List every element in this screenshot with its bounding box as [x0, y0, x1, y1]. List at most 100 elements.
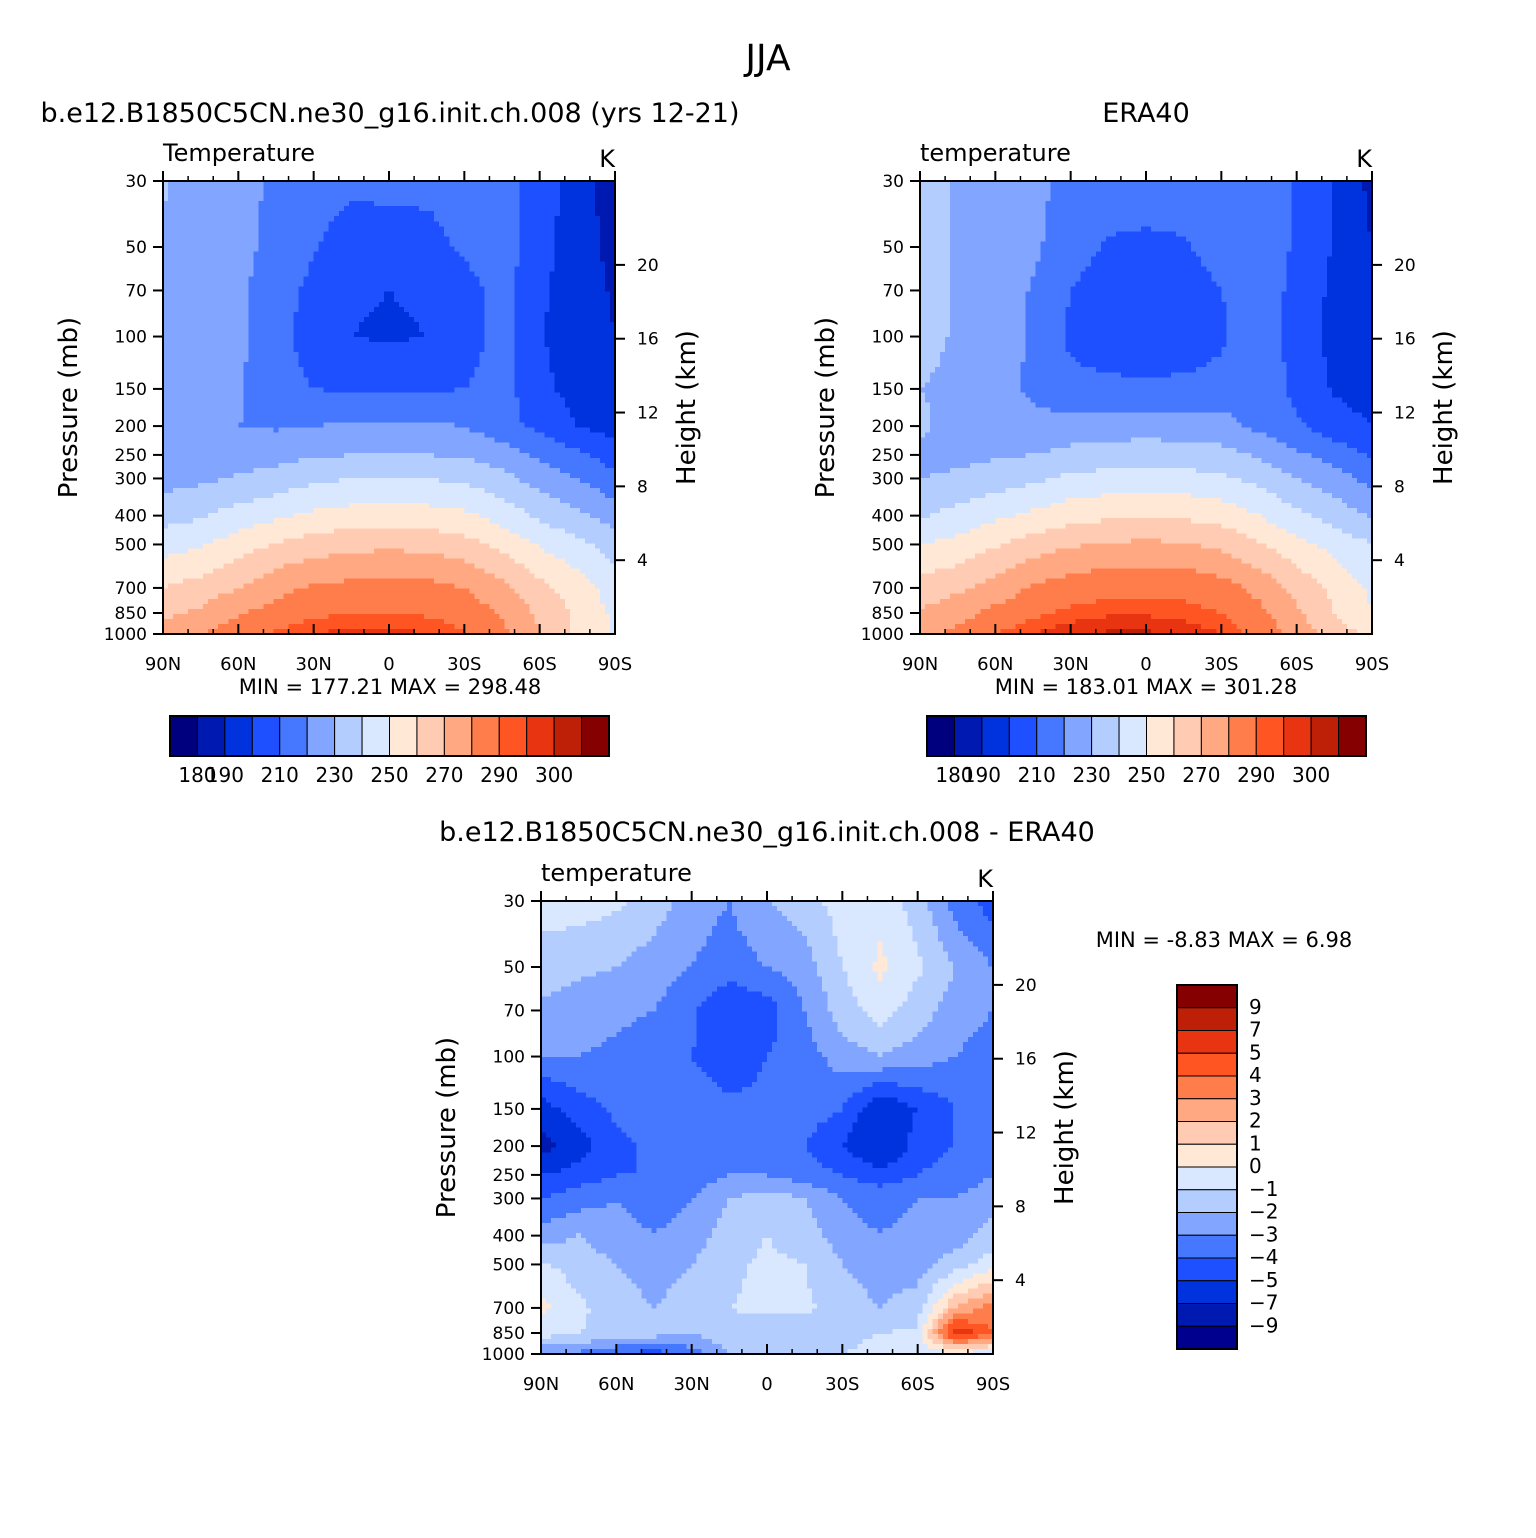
field-cell — [394, 387, 400, 393]
field-cell — [449, 226, 455, 232]
field-cell — [489, 433, 495, 439]
field-cell — [489, 397, 495, 403]
field-cell — [505, 433, 511, 439]
field-cell — [555, 402, 561, 408]
field-cell — [188, 347, 194, 353]
field-cell — [344, 206, 350, 212]
field-cell — [183, 362, 189, 368]
field-cell — [479, 342, 485, 348]
field-cell — [268, 241, 274, 247]
field-cell — [525, 332, 531, 338]
field-cell — [168, 438, 174, 444]
field-cell — [409, 322, 415, 328]
field-cell — [198, 201, 204, 207]
field-cell — [545, 453, 551, 459]
field-cell — [168, 292, 174, 298]
field-cell — [379, 282, 385, 288]
field-cell — [299, 367, 305, 373]
field-cell — [314, 448, 320, 454]
field-cell — [218, 282, 224, 288]
field-cell — [525, 211, 531, 217]
field-cell — [364, 402, 370, 408]
field-cell — [359, 297, 365, 303]
field-cell — [188, 211, 194, 217]
field-cell — [344, 392, 350, 398]
field-cell — [173, 438, 179, 444]
field-cell — [479, 221, 485, 227]
field-cell — [424, 367, 430, 373]
field-cell — [309, 322, 315, 328]
field-cell — [389, 347, 395, 353]
field-cell — [394, 327, 400, 333]
field-cell — [334, 367, 340, 373]
field-cell — [590, 307, 596, 313]
field-cell — [575, 221, 581, 227]
field-cell — [389, 206, 395, 212]
field-cell — [243, 267, 249, 273]
field-cell — [369, 347, 375, 353]
field-cell — [324, 448, 330, 454]
field-cell — [505, 357, 511, 363]
field-cell — [424, 317, 430, 323]
field-cell — [565, 433, 571, 439]
field-cell — [409, 257, 415, 263]
field-cell — [520, 236, 526, 242]
field-cell — [555, 428, 561, 434]
field-cell — [354, 458, 360, 464]
field-cell — [314, 302, 320, 308]
field-cell — [540, 231, 546, 237]
field-cell — [208, 453, 214, 459]
field-cell — [183, 332, 189, 338]
field-cell — [605, 322, 611, 328]
field-cell — [198, 413, 204, 419]
field-cell — [384, 277, 390, 283]
field-cell — [585, 251, 591, 257]
field-cell — [248, 216, 254, 222]
field-cell — [213, 372, 219, 378]
field-cell — [595, 433, 601, 439]
field-cell — [178, 226, 184, 232]
field-cell — [494, 448, 500, 454]
field-cell — [464, 201, 470, 207]
field-cell — [595, 196, 601, 202]
field-cell — [489, 448, 495, 454]
field-cell — [565, 362, 571, 368]
field-cell — [444, 241, 450, 247]
field-cell — [394, 438, 400, 444]
field-cell — [449, 367, 455, 373]
field-cell — [530, 196, 536, 202]
field-cell — [309, 342, 315, 348]
field-cell — [505, 418, 511, 424]
field-cell — [228, 292, 234, 298]
field-cell — [580, 297, 586, 303]
field-cell — [409, 201, 415, 207]
field-cell — [595, 423, 601, 429]
field-cell — [580, 216, 586, 222]
field-cell — [434, 382, 440, 388]
field-cell — [540, 226, 546, 232]
field-cell — [299, 332, 305, 338]
field-cell — [324, 201, 330, 207]
field-cell — [329, 272, 335, 278]
field-cell — [474, 262, 480, 268]
field-cell — [419, 423, 425, 429]
field-cell — [369, 377, 375, 383]
field-cell — [374, 236, 380, 242]
field-cell — [223, 292, 229, 298]
field-cell — [444, 272, 450, 278]
field-cell — [379, 387, 385, 393]
field-cell — [389, 186, 395, 192]
field-cell — [193, 302, 199, 308]
field-cell — [439, 191, 445, 197]
field-cell — [344, 292, 350, 298]
field-cell — [399, 216, 405, 222]
field-cell — [459, 272, 465, 278]
field-cell — [414, 272, 420, 278]
field-cell — [515, 327, 521, 333]
field-cell — [555, 342, 561, 348]
field-cell — [580, 267, 586, 273]
field-cell — [238, 357, 244, 363]
field-cell — [570, 413, 576, 419]
field-cell — [223, 257, 229, 263]
field-cell — [359, 307, 365, 313]
